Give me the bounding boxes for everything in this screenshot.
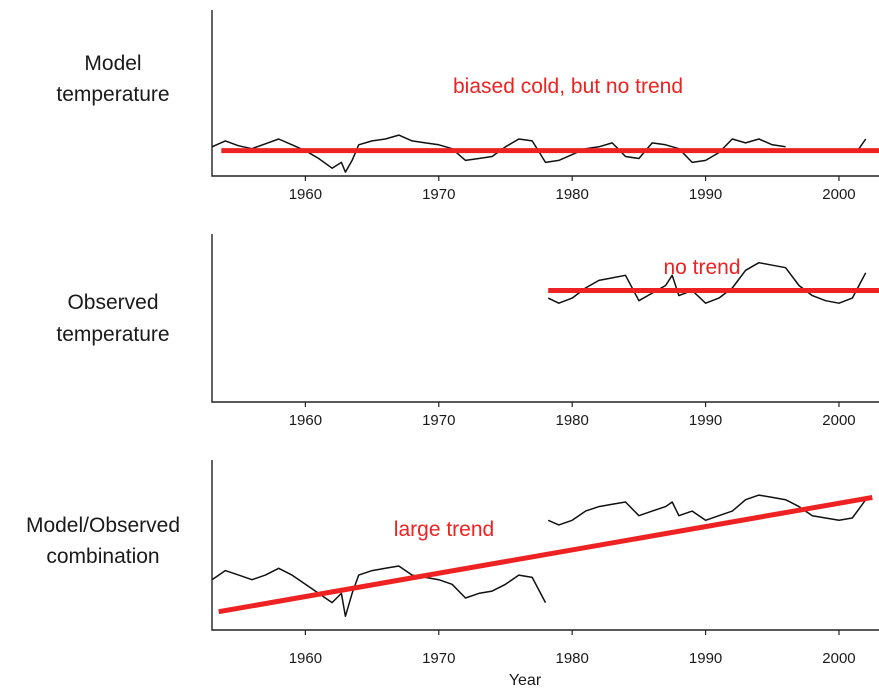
panel-combination-axes — [212, 460, 879, 630]
panel-combination-label-line1: Model/Observed — [26, 514, 180, 537]
panel-model-xtick-label-1980: 1980 — [555, 186, 588, 203]
panel-combination-xtick-label-1960: 1960 — [289, 650, 322, 667]
panel-model-xtick-label-2000: 2000 — [822, 186, 855, 203]
panel-model-xtick-label-1960: 1960 — [289, 186, 322, 203]
panel-combination: Model/Observed combination 1960 1970 1980 1… — [26, 460, 879, 689]
panel-observed: Observed temperature 1960 1970 1980 1990 200… — [56, 234, 879, 429]
panel-observed-xticks: 1960 1970 1980 1990 2000 — [289, 402, 856, 429]
panel-observed-annotation: no trend — [663, 256, 740, 279]
panel-observed-xtick-label-1960: 1960 — [289, 412, 322, 429]
panel-combination-annotation: large trend — [394, 518, 494, 541]
panel-combination-trend-line — [219, 497, 873, 611]
panel-observed-xtick-label-2000: 2000 — [822, 412, 855, 429]
panel-model-xtick-label-1970: 1970 — [422, 186, 455, 203]
panel-combination-xtick-label-1970: 1970 — [422, 650, 455, 667]
x-axis-title: Year — [509, 672, 542, 689]
panel-combination-xtick-label-1980: 1980 — [555, 650, 588, 667]
panel-observed-label-line2: temperature — [56, 323, 169, 346]
panel-model-series — [212, 135, 866, 172]
panel-model-annotation: biased cold, but no trend — [453, 75, 683, 98]
panel-observed-xtick-label-1970: 1970 — [422, 412, 455, 429]
panel-combination-xtick-label-1990: 1990 — [689, 650, 722, 667]
panel-model-xtick-label-1990: 1990 — [689, 186, 722, 203]
panel-observed-axes — [212, 234, 879, 402]
panel-model: Model temperature 1960 1970 1980 1990 2000 b… — [56, 10, 879, 203]
panel-combination-xticks: 1960 1970 1980 1990 2000 — [289, 630, 856, 667]
panel-observed-label-line1: Observed — [67, 291, 158, 314]
panel-combination-label-line2: combination — [46, 545, 159, 568]
panel-model-label-line1: Model — [84, 52, 141, 75]
panel-observed-xtick-label-1980: 1980 — [555, 412, 588, 429]
panel-observed-xtick-label-1990: 1990 — [689, 412, 722, 429]
panel-combination-xtick-label-2000: 2000 — [822, 650, 855, 667]
panel-model-label-line2: temperature — [56, 83, 169, 106]
panel-model-xticks: 1960 1970 1980 1990 2000 — [289, 176, 856, 203]
